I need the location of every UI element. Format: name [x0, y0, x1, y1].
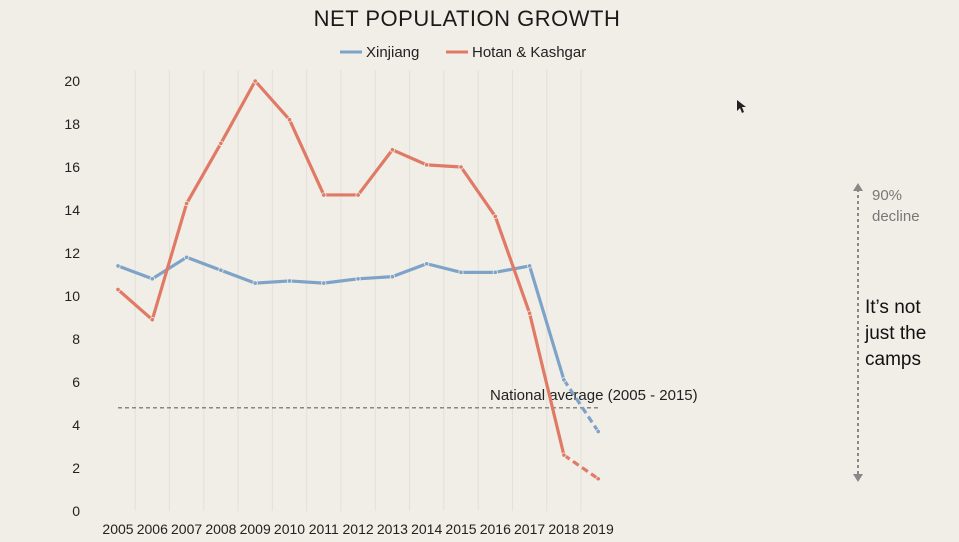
y-tick-label: 12: [64, 245, 80, 261]
data-point-xinjiang: [355, 276, 361, 282]
data-point-xinjiang: [149, 276, 155, 282]
y-tick-label: 14: [64, 202, 80, 218]
note-line-3: camps: [865, 349, 921, 370]
x-tick-label: 2018: [548, 521, 579, 537]
legend-label-xinjiang: Xinjiang: [366, 44, 419, 61]
data-point-hotan-kashgar: [321, 192, 327, 198]
data-point-hotan-kashgar: [355, 192, 361, 198]
arrow-down-icon: [853, 474, 863, 482]
data-point-xinjiang: [115, 263, 121, 269]
data-point-xinjiang: [595, 428, 601, 435]
note-line-2: just the: [864, 323, 926, 344]
data-point-xinjiang: [424, 261, 430, 267]
y-tick-label: 2: [72, 460, 80, 476]
data-point-hotan-kashgar: [389, 147, 395, 153]
x-tick-label: 2011: [309, 521, 339, 537]
legend-label-hotan-kashgar: Hotan & Kashgar: [472, 44, 586, 61]
gridlines: [134, 70, 582, 511]
data-point-xinjiang: [321, 280, 327, 286]
data-point-hotan-kashgar: [595, 476, 601, 482]
data-point-xinjiang: [458, 269, 464, 275]
y-tick-label: 8: [72, 331, 80, 347]
data-point-xinjiang: [286, 278, 293, 284]
x-tick-label: 2017: [514, 521, 545, 537]
y-tick-label: 0: [72, 503, 80, 519]
data-point-hotan-kashgar: [492, 213, 498, 220]
y-tick-label: 6: [72, 374, 80, 390]
y-tick-label: 20: [64, 73, 80, 89]
y-axis: 0 2 4 6 8 10 12 14 16 18 20: [64, 73, 80, 519]
mouse-cursor-icon: [737, 100, 746, 113]
data-point-hotan-kashgar: [218, 140, 224, 146]
decline-word: decline: [872, 208, 920, 225]
data-point-hotan-kashgar: [252, 78, 258, 84]
data-point-xinjiang: [184, 254, 190, 260]
y-tick-label: 10: [64, 288, 80, 304]
data-point-xinjiang: [389, 274, 395, 280]
data-point-xinjiang: [561, 377, 567, 383]
arrow-up-icon: [853, 183, 863, 191]
note-line-1: It’s not: [865, 297, 921, 318]
data-point-xinjiang: [252, 280, 258, 286]
y-tick-label: 18: [64, 116, 80, 132]
x-axis: 2005 2006 2007 2008 2009 2010 2011 2012 2013 2014…: [102, 521, 614, 537]
data-point-hotan-kashgar: [286, 117, 293, 123]
legend-item-xinjiang: Xinjiang: [340, 44, 419, 61]
data-point-hotan-kashgar: [149, 317, 155, 323]
data-point-hotan-kashgar: [561, 452, 567, 458]
decline-percent: 90%: [872, 187, 902, 204]
x-tick-label: 2009: [240, 521, 271, 537]
x-tick-label: 2014: [411, 521, 442, 537]
series-line-xinjiang: [116, 255, 566, 382]
legend-item-hotan-kashgar: Hotan & Kashgar: [446, 44, 586, 61]
data-point-xinjiang: [492, 269, 498, 275]
national-average-label: National average (2005 - 2015): [490, 387, 698, 404]
series-group: [115, 78, 601, 482]
data-point-hotan-kashgar: [458, 164, 464, 170]
x-tick-label: 2010: [274, 521, 305, 537]
data-point-hotan-kashgar: [115, 286, 121, 293]
x-tick-label: 2005: [102, 521, 133, 537]
data-point-xinjiang: [526, 263, 533, 269]
x-tick-label: 2008: [205, 521, 236, 537]
x-tick-label: 2019: [583, 521, 614, 537]
series-projection-hotan-kashgar: [562, 453, 600, 481]
legend: Xinjiang Hotan & Kashgar: [340, 44, 586, 61]
x-tick-label: 2006: [137, 521, 168, 537]
x-tick-label: 2007: [171, 521, 202, 537]
data-point-hotan-kashgar: [184, 200, 190, 207]
data-point-hotan-kashgar: [424, 162, 430, 168]
y-tick-label: 16: [64, 159, 80, 175]
x-tick-label: 2012: [343, 521, 374, 537]
x-tick-label: 2013: [377, 521, 408, 537]
x-tick-label: 2016: [480, 521, 511, 537]
national-average: National average (2005 - 2015): [118, 387, 698, 409]
chart-title: NET POPULATION GROWTH: [314, 6, 621, 31]
series-line-hotan-kashgar: [116, 79, 566, 457]
decline-annotation: 90% decline It’s not just the camps: [853, 183, 926, 482]
x-tick-label: 2015: [445, 521, 476, 537]
data-point-xinjiang: [218, 267, 224, 273]
y-tick-label: 4: [72, 417, 80, 433]
data-point-hotan-kashgar: [526, 310, 533, 316]
